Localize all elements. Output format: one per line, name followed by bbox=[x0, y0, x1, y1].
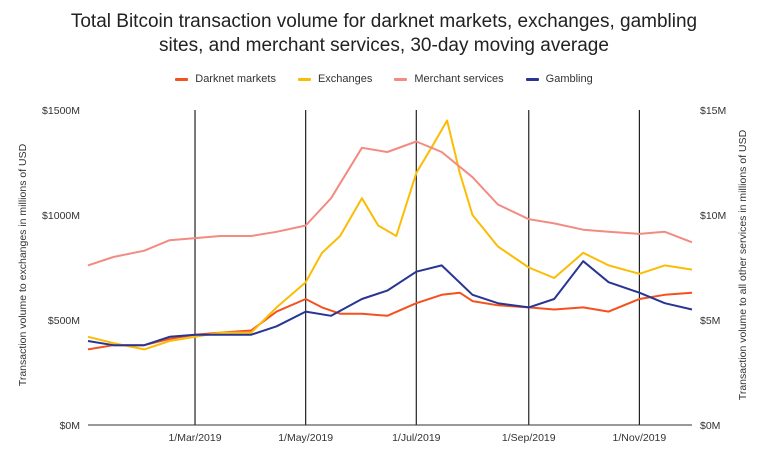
right-axis-title: Transaction volume to all other services… bbox=[737, 129, 749, 400]
legend-item-exchanges: Exchanges bbox=[297, 73, 373, 85]
right-tick-label-0: $0M bbox=[700, 420, 720, 432]
x-tick-label-0: 1/Mar/2019 bbox=[168, 432, 221, 444]
series-line-merchant bbox=[87, 140, 693, 267]
legend-label-gambling: Gambling bbox=[545, 73, 593, 85]
legend-swatch-exchanges bbox=[297, 77, 311, 81]
legend-swatch-gambling bbox=[525, 77, 539, 81]
right-tick-label-3: $15M bbox=[700, 105, 726, 117]
series-line-darknet bbox=[87, 291, 693, 351]
left-tick-label-2: $1000M bbox=[42, 210, 80, 222]
chart-legend: Darknet markets Exchanges Merchant servi… bbox=[0, 73, 768, 85]
x-tick-label-4: 1/Nov/2019 bbox=[613, 432, 667, 444]
legend-label-merchant: Merchant services bbox=[414, 73, 504, 85]
left-tick-label-0: $0M bbox=[60, 420, 80, 432]
axis-ticks: $0M $500M $1000M $1500M $0M $5M $10M $15M 1/Mar/… bbox=[42, 105, 726, 444]
x-tick-label-3: 1/Sep/2019 bbox=[502, 432, 556, 444]
vertical-reference-lines bbox=[88, 110, 692, 426]
left-axis-title: Transaction volume to exchanges in milli… bbox=[17, 143, 29, 386]
left-tick-label-3: $1500M bbox=[42, 105, 80, 117]
legend-item-merchant: Merchant services bbox=[394, 73, 504, 85]
legend-item-darknet: Darknet markets bbox=[175, 73, 276, 85]
chart-title-line-2: sites, and merchant services, 30-day mov… bbox=[159, 35, 609, 56]
x-tick-label-2: 1/Jul/2019 bbox=[392, 432, 441, 444]
x-tick-label-1: 1/May/2019 bbox=[278, 432, 333, 444]
right-tick-label-1: $5M bbox=[700, 315, 720, 327]
chart-title-line-1: Total Bitcoin transaction volume for dar… bbox=[70, 11, 698, 32]
legend-swatch-darknet bbox=[175, 77, 189, 81]
legend-swatch-merchant bbox=[394, 77, 408, 81]
right-tick-label-2: $10M bbox=[700, 210, 726, 222]
legend-label-darknet: Darknet markets bbox=[195, 73, 276, 85]
series-lines bbox=[87, 119, 693, 351]
left-tick-label-1: $500M bbox=[48, 315, 80, 327]
series-line-gambling bbox=[87, 260, 693, 347]
legend-item-gambling: Gambling bbox=[525, 73, 593, 85]
legend-label-exchanges: Exchanges bbox=[317, 73, 373, 85]
